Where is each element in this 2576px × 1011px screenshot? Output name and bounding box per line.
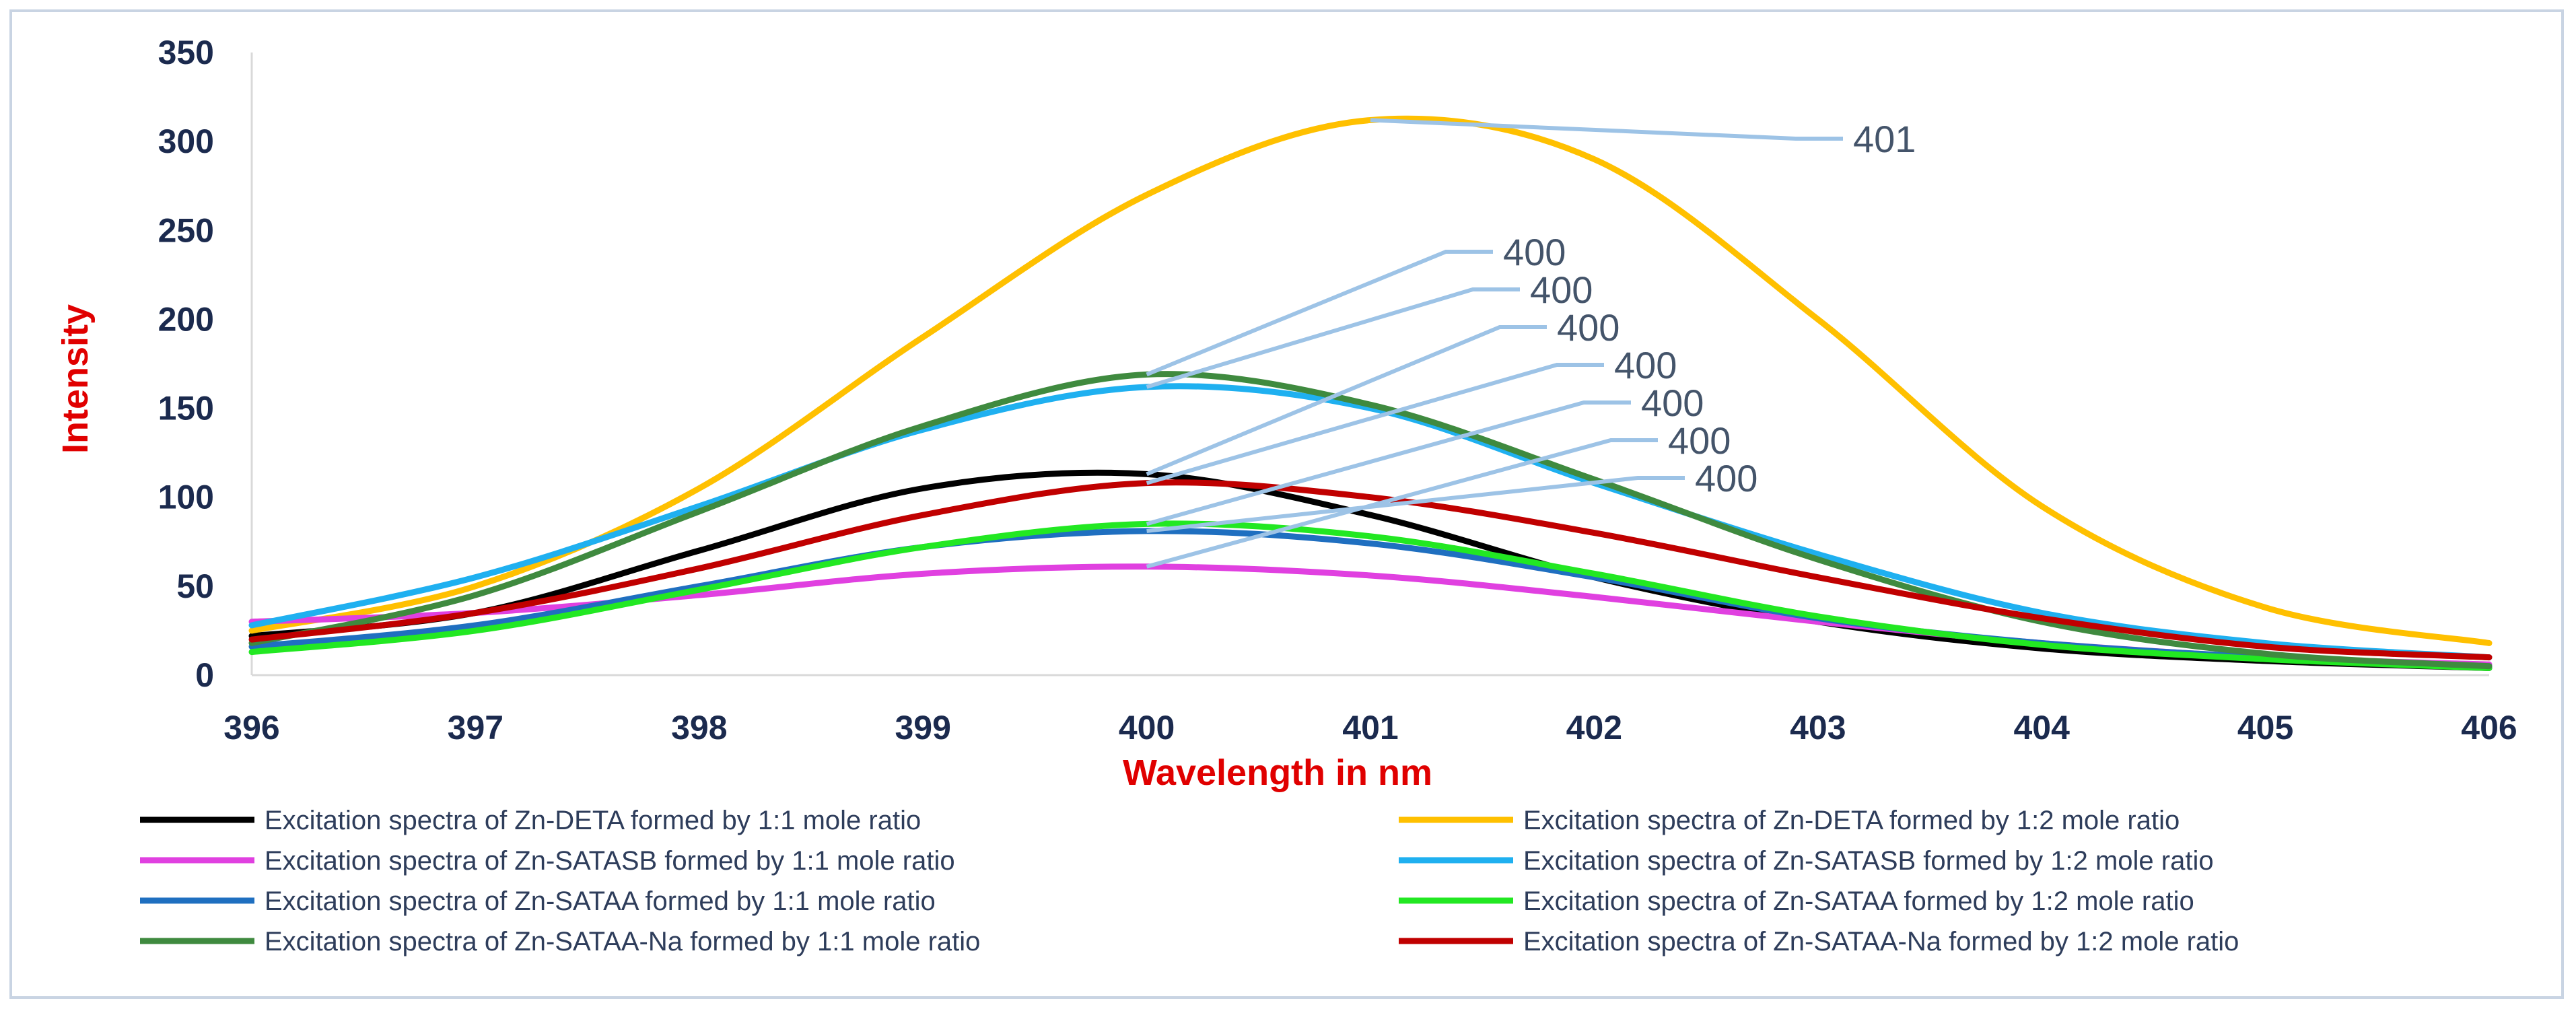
legend-label: Excitation spectra of Zn-DETA formed by … [265, 806, 921, 835]
x-axis-title: Wavelength in nm [1123, 753, 1432, 793]
series-line [248, 528, 2493, 670]
x-tick-label: 405 [2237, 709, 2293, 746]
peak-leader-line [1146, 476, 1685, 533]
peak-label: 401 [1853, 118, 1916, 160]
peak-label: 400 [1641, 382, 1704, 424]
legend-label: Excitation spectra of Zn-SATAA-Na formed… [1523, 927, 2239, 956]
legend-label: Excitation spectra of Zn-SATASB formed b… [265, 846, 955, 876]
peak-label: 400 [1503, 231, 1566, 273]
x-tick-label: 397 [448, 709, 503, 746]
series-lines [248, 115, 2493, 671]
series-line [248, 383, 2493, 661]
peak-label: 400 [1668, 419, 1731, 462]
series-line [248, 479, 2493, 661]
x-tick-label: 402 [1566, 709, 1622, 746]
peak-leader-line [1146, 400, 1631, 526]
peak-leader-line [1146, 250, 1493, 377]
y-axis-title: Intensity [55, 304, 96, 454]
chart-frame: 0 50 100 150 200 250 300 350 396 397 398 399 400 401… [9, 9, 2564, 999]
x-tick-label: 399 [895, 709, 950, 746]
peak-leader-line [1146, 287, 1520, 389]
y-tick-label: 100 [158, 479, 214, 516]
y-tick-label: 250 [158, 211, 214, 249]
peak-label: 400 [1614, 344, 1677, 386]
x-tick-label: 396 [223, 709, 279, 746]
legend-label: Excitation spectra of Zn-SATAA formed by… [1523, 886, 2194, 916]
x-tick-label: 401 [1342, 709, 1398, 746]
peak-label: 400 [1695, 457, 1757, 499]
excitation-spectra-chart: 0 50 100 150 200 250 300 350 396 397 398 399 400 401… [55, 34, 2517, 956]
y-tick-label: 350 [158, 34, 214, 71]
legend: Excitation spectra of Zn-DETA formed by … [140, 806, 2239, 956]
x-tick-label: 400 [1119, 709, 1175, 746]
peak-leader-lines [1146, 118, 1843, 569]
y-tick-label: 0 [195, 656, 214, 694]
x-tick-label: 404 [2013, 709, 2070, 746]
legend-label: Excitation spectra of Zn-SATAA formed by… [265, 886, 936, 916]
legend-label: Excitation spectra of Zn-SATASB formed b… [1523, 846, 2214, 876]
y-tick-label: 300 [158, 123, 214, 160]
x-tick-labels: 396 397 398 399 400 401 402 403 404 405 406 [223, 709, 2517, 746]
peak-leader-line [1146, 325, 1547, 477]
legend-label: Excitation spectra of Zn-DETA formed by … [1523, 806, 2180, 835]
y-tick-label: 50 [176, 567, 214, 605]
series-line [248, 520, 2493, 671]
peak-leader-line [1146, 363, 1604, 485]
series-line [248, 371, 2493, 670]
peak-label: 400 [1530, 269, 1593, 311]
y-tick-label: 150 [158, 390, 214, 427]
x-tick-label: 398 [671, 709, 727, 746]
x-tick-label: 403 [1790, 709, 1846, 746]
legend-label: Excitation spectra of Zn-SATAA-Na formed… [265, 927, 980, 956]
y-tick-labels: 0 50 100 150 200 250 300 350 [158, 34, 214, 694]
peak-leader-line [1146, 438, 1658, 569]
y-tick-label: 200 [158, 300, 214, 338]
axes [250, 53, 2489, 676]
peak-label: 400 [1557, 306, 1620, 349]
peak-leader-line [1370, 118, 1843, 141]
x-tick-label: 406 [2461, 709, 2517, 746]
